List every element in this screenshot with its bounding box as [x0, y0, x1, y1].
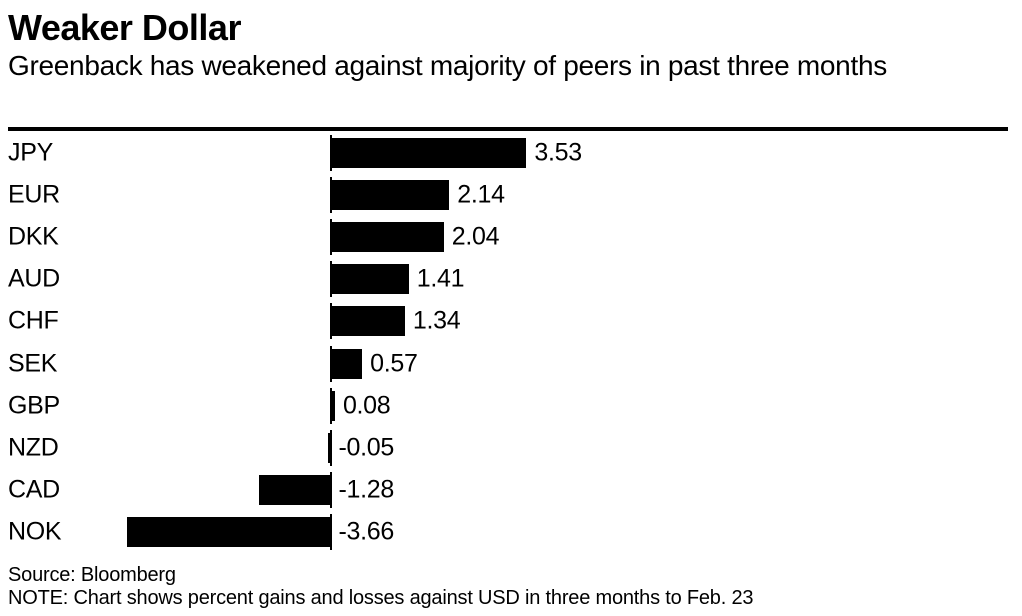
bar [330, 348, 363, 379]
value-label: 1.41 [416, 264, 465, 293]
top-rule [8, 127, 1008, 131]
category-label: DKK [8, 222, 59, 251]
bar [330, 306, 405, 337]
category-label: NZD [8, 433, 59, 462]
category-label: GBP [8, 391, 60, 420]
zero-baseline-tick [329, 513, 332, 550]
bar-row: DKK 2.04 [0, 216, 1022, 258]
zero-baseline-tick [329, 471, 332, 508]
value-label: 0.57 [370, 349, 418, 378]
bar [330, 180, 450, 211]
category-label: AUD [8, 264, 60, 293]
value-label: 2.04 [451, 222, 500, 251]
value-label: 2.14 [457, 180, 505, 209]
category-label: JPY [8, 138, 53, 167]
source-label: Source: Bloomberg [8, 564, 176, 586]
category-label: CAD [8, 475, 60, 504]
bar-row: NZD -0.05 [0, 427, 1022, 469]
category-label: EUR [8, 180, 60, 209]
bar [330, 390, 335, 421]
chart-footer: Source: Bloomberg NOTE: Chart shows perc… [8, 564, 753, 610]
value-label: 0.08 [342, 391, 391, 420]
value-label: -3.66 [338, 517, 395, 546]
bar [330, 264, 409, 295]
bar [330, 138, 527, 168]
value-label: 3.53 [534, 138, 582, 167]
category-label: SEK [8, 349, 58, 378]
bar-row: AUD 1.41 [0, 258, 1022, 300]
bar [127, 516, 331, 547]
chart-subtitle: Greenback has weakened against majority … [8, 50, 887, 81]
chart-title: Weaker Dollar [8, 7, 241, 48]
bar [259, 474, 331, 505]
value-label: -1.28 [338, 475, 395, 504]
note-label: NOTE: Chart shows percent gains and loss… [8, 587, 754, 609]
bar [327, 432, 331, 463]
category-label: NOK [8, 517, 62, 546]
bar-row: SEK 0.57 [0, 343, 1022, 385]
bar-row: CHF 1.34 [0, 300, 1022, 342]
bar-row: CAD -1.28 [0, 469, 1022, 511]
zero-baseline-tick [329, 429, 332, 466]
bar-row: JPY 3.53 [0, 132, 1022, 174]
bar-row: EUR 2.14 [0, 174, 1022, 216]
bar-chart-plot-area: JPY 3.53 EUR 2.14 DKK 2.04 AUD 1.41 CHF 1.34 SEK 0.… [0, 132, 1022, 553]
value-label: 1.34 [412, 306, 461, 335]
bar-row: NOK -3.66 [0, 511, 1022, 553]
value-label: -0.05 [338, 433, 395, 462]
bar-row: GBP 0.08 [0, 385, 1022, 427]
bar [330, 222, 444, 253]
category-label: CHF [8, 306, 59, 335]
